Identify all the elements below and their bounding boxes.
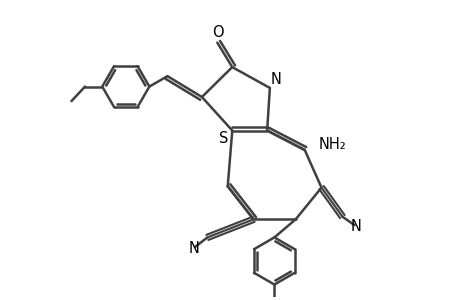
Text: NH₂: NH₂ xyxy=(318,137,346,152)
Text: N: N xyxy=(350,219,361,234)
Text: O: O xyxy=(212,25,224,40)
Text: S: S xyxy=(218,131,227,146)
Text: N: N xyxy=(188,241,199,256)
Text: N: N xyxy=(270,72,281,87)
